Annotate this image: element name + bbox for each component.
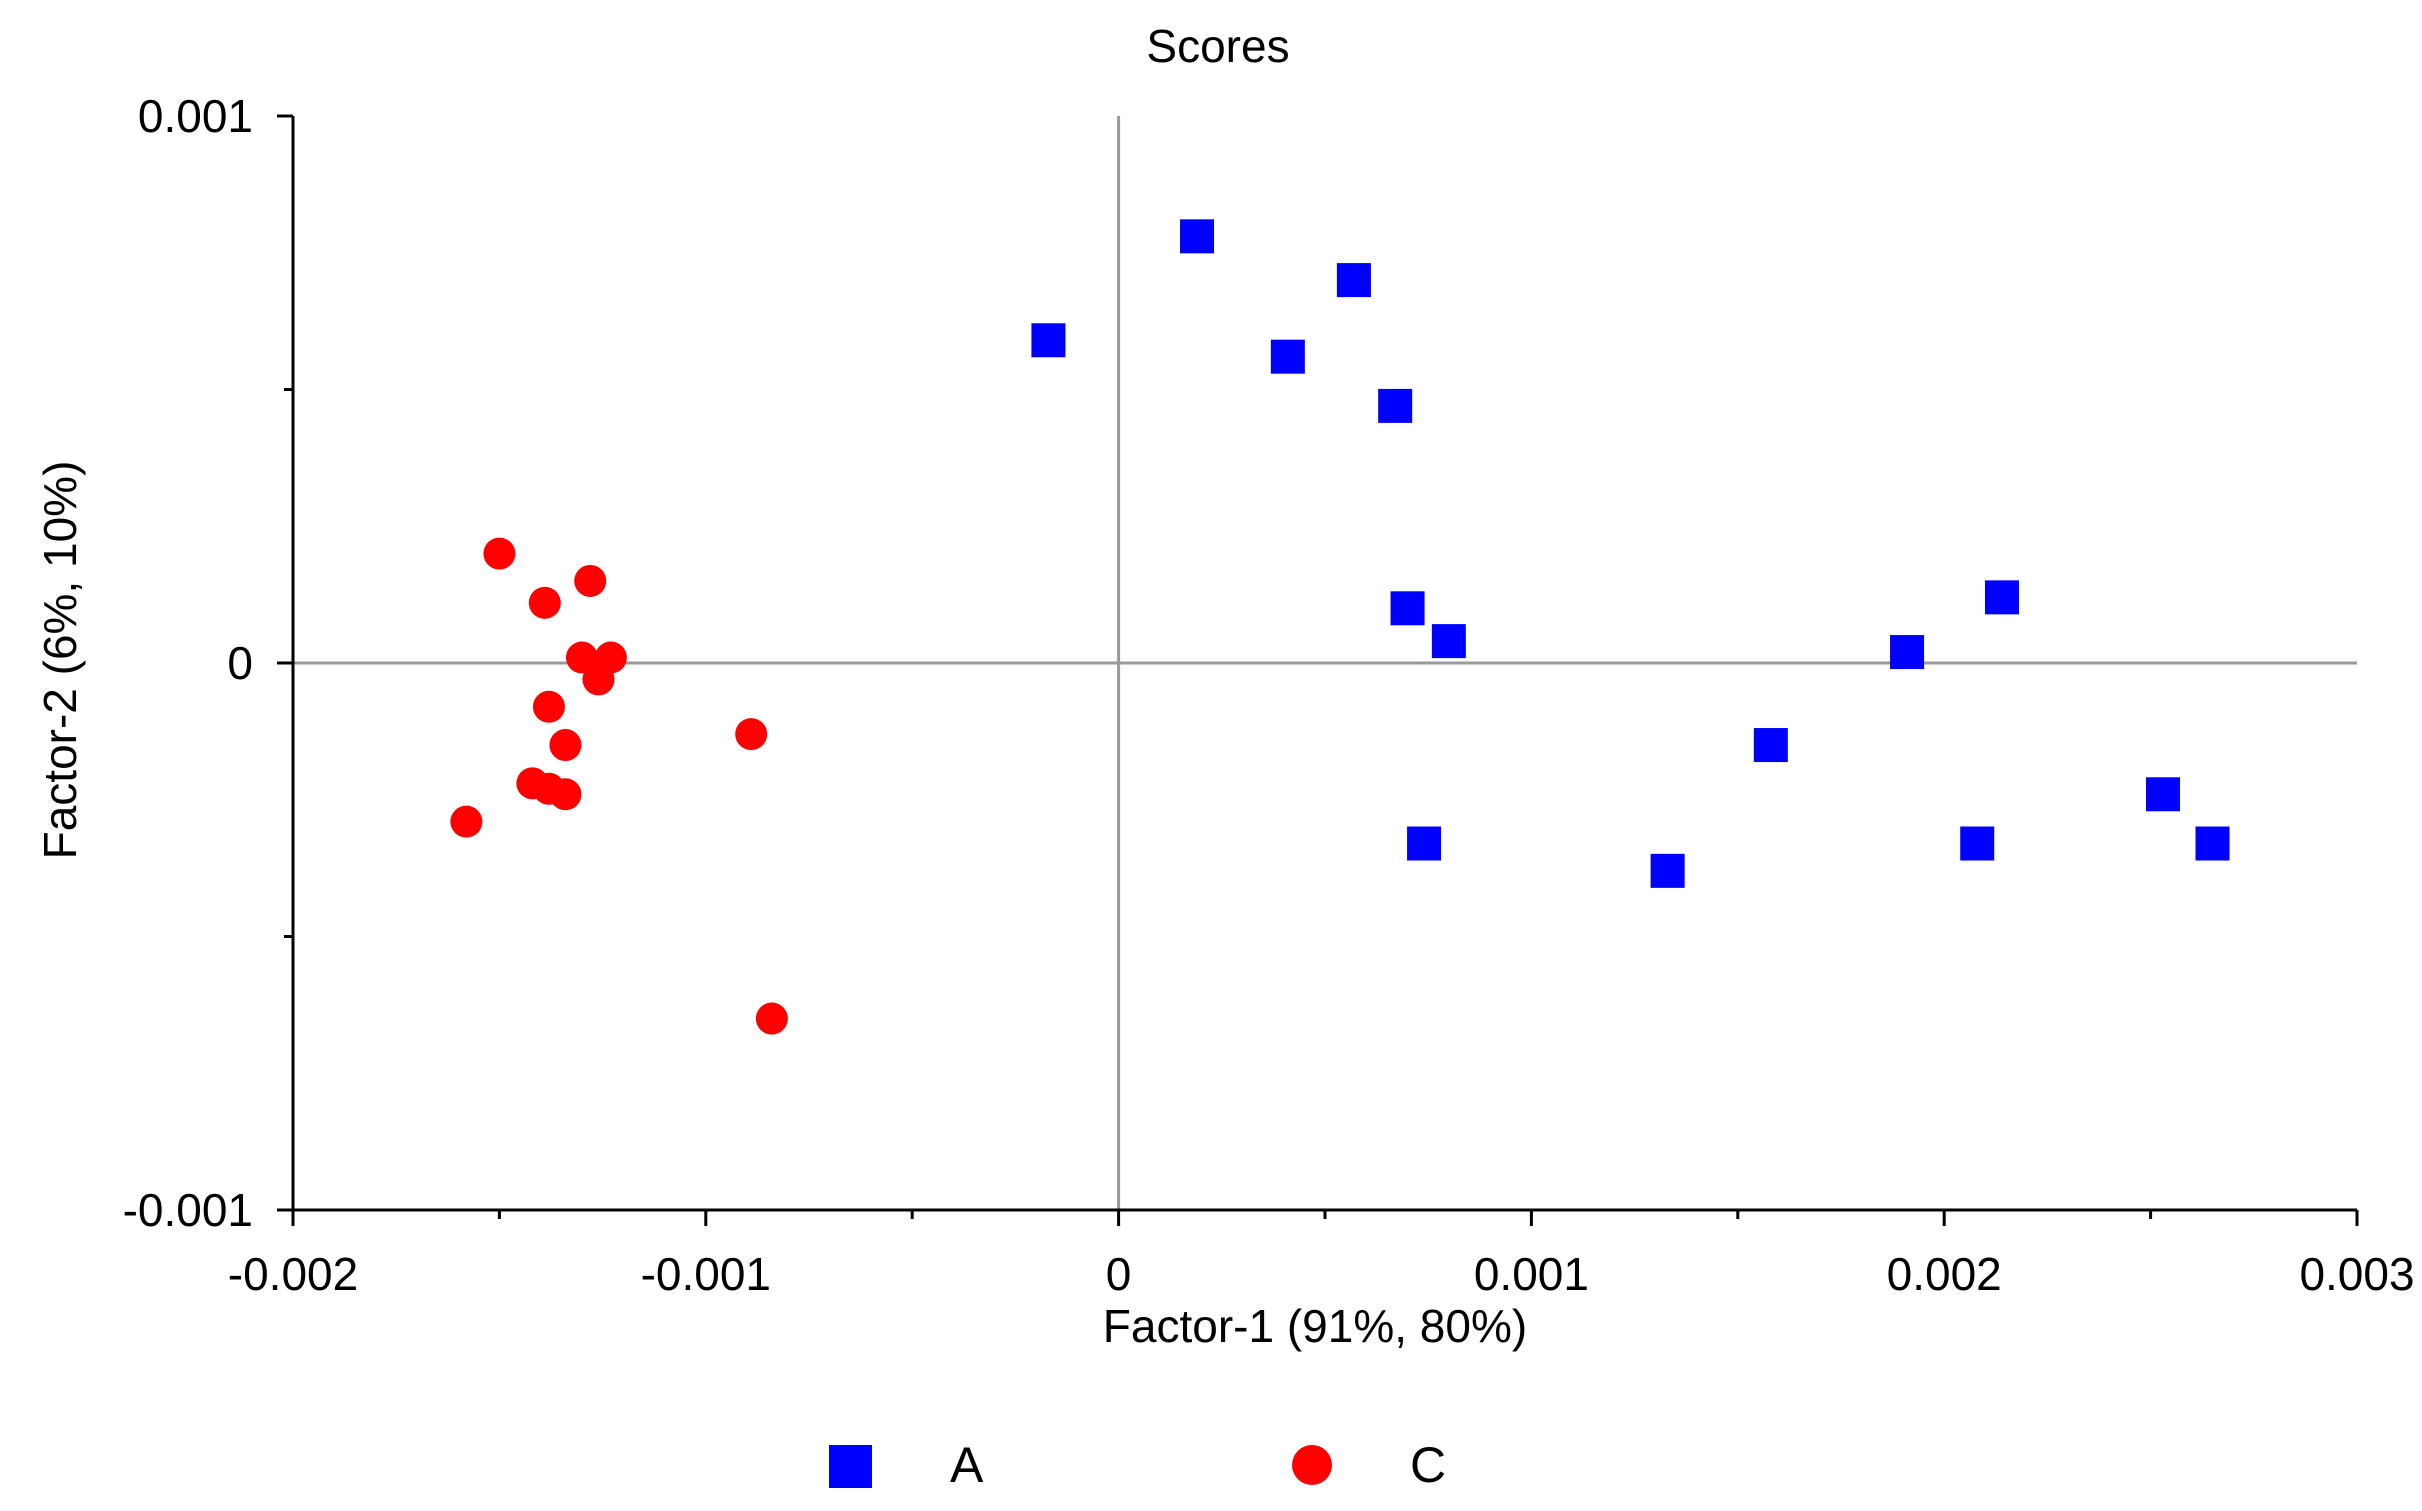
- data-point-a: [2195, 826, 2230, 861]
- y-axis-title: Factor-2 (6%, 10%): [34, 461, 86, 860]
- chart-title: Scores: [1146, 20, 1289, 72]
- data-point-a: [1650, 853, 1685, 888]
- x-tick-label: -0.001: [641, 1248, 771, 1300]
- y-tick-label: 0: [227, 637, 253, 689]
- data-point-a: [2145, 777, 2180, 812]
- data-point-a: [1336, 263, 1371, 298]
- data-point-a: [1270, 339, 1305, 374]
- data-point-a: [1407, 826, 1442, 861]
- legend-label-c: C: [1410, 1437, 1446, 1493]
- data-point-c: [574, 564, 607, 597]
- y-tick-label: -0.001: [123, 1184, 253, 1236]
- data-point-a: [1431, 624, 1466, 659]
- data-point-a: [1890, 635, 1925, 670]
- x-tick-label: -0.002: [228, 1248, 358, 1300]
- data-point-c: [532, 690, 565, 723]
- x-axis-title: Factor-1 (91%, 80%): [1103, 1300, 1527, 1352]
- data-point-a: [1390, 591, 1425, 626]
- data-point-c: [528, 586, 561, 619]
- data-point-c: [549, 729, 582, 762]
- data-point-a: [1378, 388, 1413, 423]
- data-point-a: [1753, 728, 1788, 763]
- x-tick-labels: -0.002 -0.001 0 0.001 0.002 0.003: [228, 1248, 2415, 1300]
- x-tick-label: 0.001: [1474, 1248, 1589, 1300]
- data-point-c: [565, 641, 598, 674]
- data-point-c: [582, 663, 615, 696]
- x-tick-label: 0.003: [2299, 1248, 2414, 1300]
- series-layer: [450, 219, 2230, 1035]
- data-point-c: [549, 778, 582, 811]
- data-point-a: [1960, 826, 1995, 861]
- axes: [277, 114, 2359, 1226]
- y-tick-labels: 0.001 0 -0.001: [123, 90, 253, 1236]
- zero-lines: [293, 116, 2357, 1210]
- data-point-a: [1984, 580, 2019, 615]
- data-point-c: [735, 718, 768, 751]
- series-a: [1031, 219, 2230, 888]
- data-point-a: [1180, 219, 1215, 254]
- data-point-c: [483, 537, 516, 570]
- data-point-c: [755, 1002, 788, 1035]
- data-point-a: [1031, 323, 1066, 358]
- data-point-c: [450, 805, 483, 838]
- legend-label-a: A: [950, 1437, 984, 1493]
- x-tick-label: 0.002: [1887, 1248, 2002, 1300]
- series-c: [450, 537, 788, 1035]
- y-tick-label: 0.001: [138, 90, 253, 142]
- legend-marker-a: [829, 1445, 872, 1488]
- legend-marker-c: [1292, 1445, 1332, 1485]
- x-tick-label: 0: [1106, 1248, 1132, 1300]
- legend: A C: [829, 1437, 1446, 1493]
